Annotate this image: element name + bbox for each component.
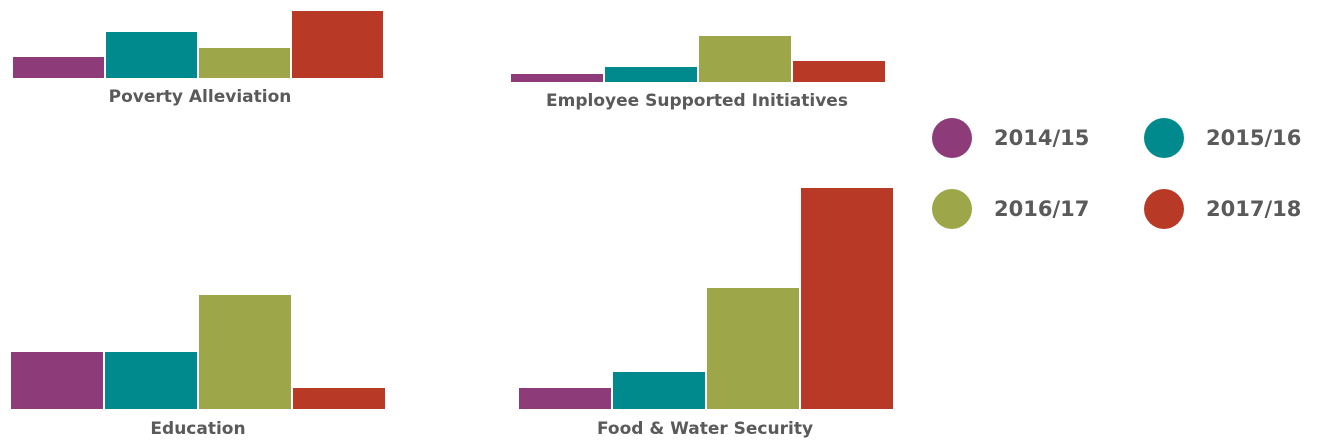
chart-title-food-and-water-security: Food & Water Security xyxy=(597,419,813,439)
legend-label-2016-17: 2016/17 xyxy=(994,197,1090,221)
bar-education-2014-15 xyxy=(11,352,103,409)
legend-swatch-2017-18 xyxy=(1144,189,1184,229)
bar-employee-supported-initiatives-2015-16 xyxy=(605,67,697,82)
bar-food-and-water-security-2015-16 xyxy=(613,372,705,409)
legend-label-2014-15: 2014/15 xyxy=(994,126,1090,150)
bar-food-and-water-security-2014-15 xyxy=(519,388,611,409)
bar-poverty-alleviation-2016-17 xyxy=(199,48,290,78)
legend-item-2015-16: 2015/16 xyxy=(1144,118,1301,158)
bar-food-and-water-security-2016-17 xyxy=(707,288,799,409)
legend-item-2014-15: 2014/15 xyxy=(932,118,1089,158)
legend-swatch-2015-16 xyxy=(1144,118,1184,158)
legend-label-2015-16: 2015/16 xyxy=(1206,126,1302,150)
bar-food-and-water-security-2017-18 xyxy=(801,188,893,409)
bar-employee-supported-initiatives-2016-17 xyxy=(699,36,791,82)
chart-poverty-alleviation: Poverty Alleviation xyxy=(13,11,383,107)
bar-poverty-alleviation-2017-18 xyxy=(292,11,383,78)
legend-item-2017-18: 2017/18 xyxy=(1144,189,1301,229)
chart-employee-supported-initiatives: Employee Supported Initiatives xyxy=(511,36,885,111)
chart-education: Education xyxy=(11,295,385,439)
legend-label-2017-18: 2017/18 xyxy=(1206,197,1302,221)
bar-education-2017-18 xyxy=(293,388,385,409)
legend-swatch-2014-15 xyxy=(932,118,972,158)
bar-education-2015-16 xyxy=(105,352,197,409)
chart-title-education: Education xyxy=(150,419,245,439)
legend-swatch-2016-17 xyxy=(932,189,972,229)
bar-employee-supported-initiatives-2014-15 xyxy=(511,74,603,82)
chart-title-employee-supported-initiatives: Employee Supported Initiatives xyxy=(546,91,848,111)
bar-poverty-alleviation-2014-15 xyxy=(13,57,104,78)
legend-item-2016-17: 2016/17 xyxy=(932,189,1089,229)
bar-education-2016-17 xyxy=(199,295,291,409)
bar-poverty-alleviation-2015-16 xyxy=(106,32,197,78)
chart-title-poverty-alleviation: Poverty Alleviation xyxy=(109,87,292,107)
bar-employee-supported-initiatives-2017-18 xyxy=(793,61,885,82)
chart-food-and-water-security: Food & Water Security xyxy=(519,188,893,439)
